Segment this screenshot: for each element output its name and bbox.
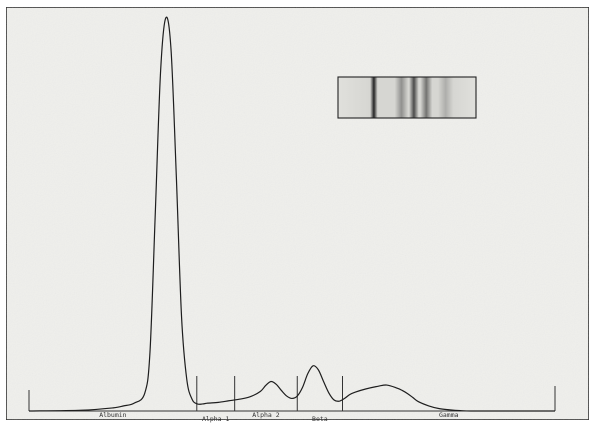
region-label-albumin: Albumin xyxy=(99,411,126,419)
region-label-beta: Beta xyxy=(312,415,328,423)
region-label-alpha-2: Alpha 2 xyxy=(252,411,279,419)
region-dividers xyxy=(196,376,343,411)
region-labels: Albumin Alpha 1 Alpha 2 Beta Gamma xyxy=(99,411,458,423)
densitometry-curve xyxy=(28,16,555,412)
gel-strip-fill xyxy=(338,77,476,118)
gel-strip xyxy=(337,76,477,119)
region-label-alpha-1: Alpha 1 xyxy=(202,415,229,423)
chart-frame xyxy=(5,6,590,421)
gel-strip-border xyxy=(337,76,477,119)
region-label-gamma: Gamma xyxy=(439,411,459,419)
